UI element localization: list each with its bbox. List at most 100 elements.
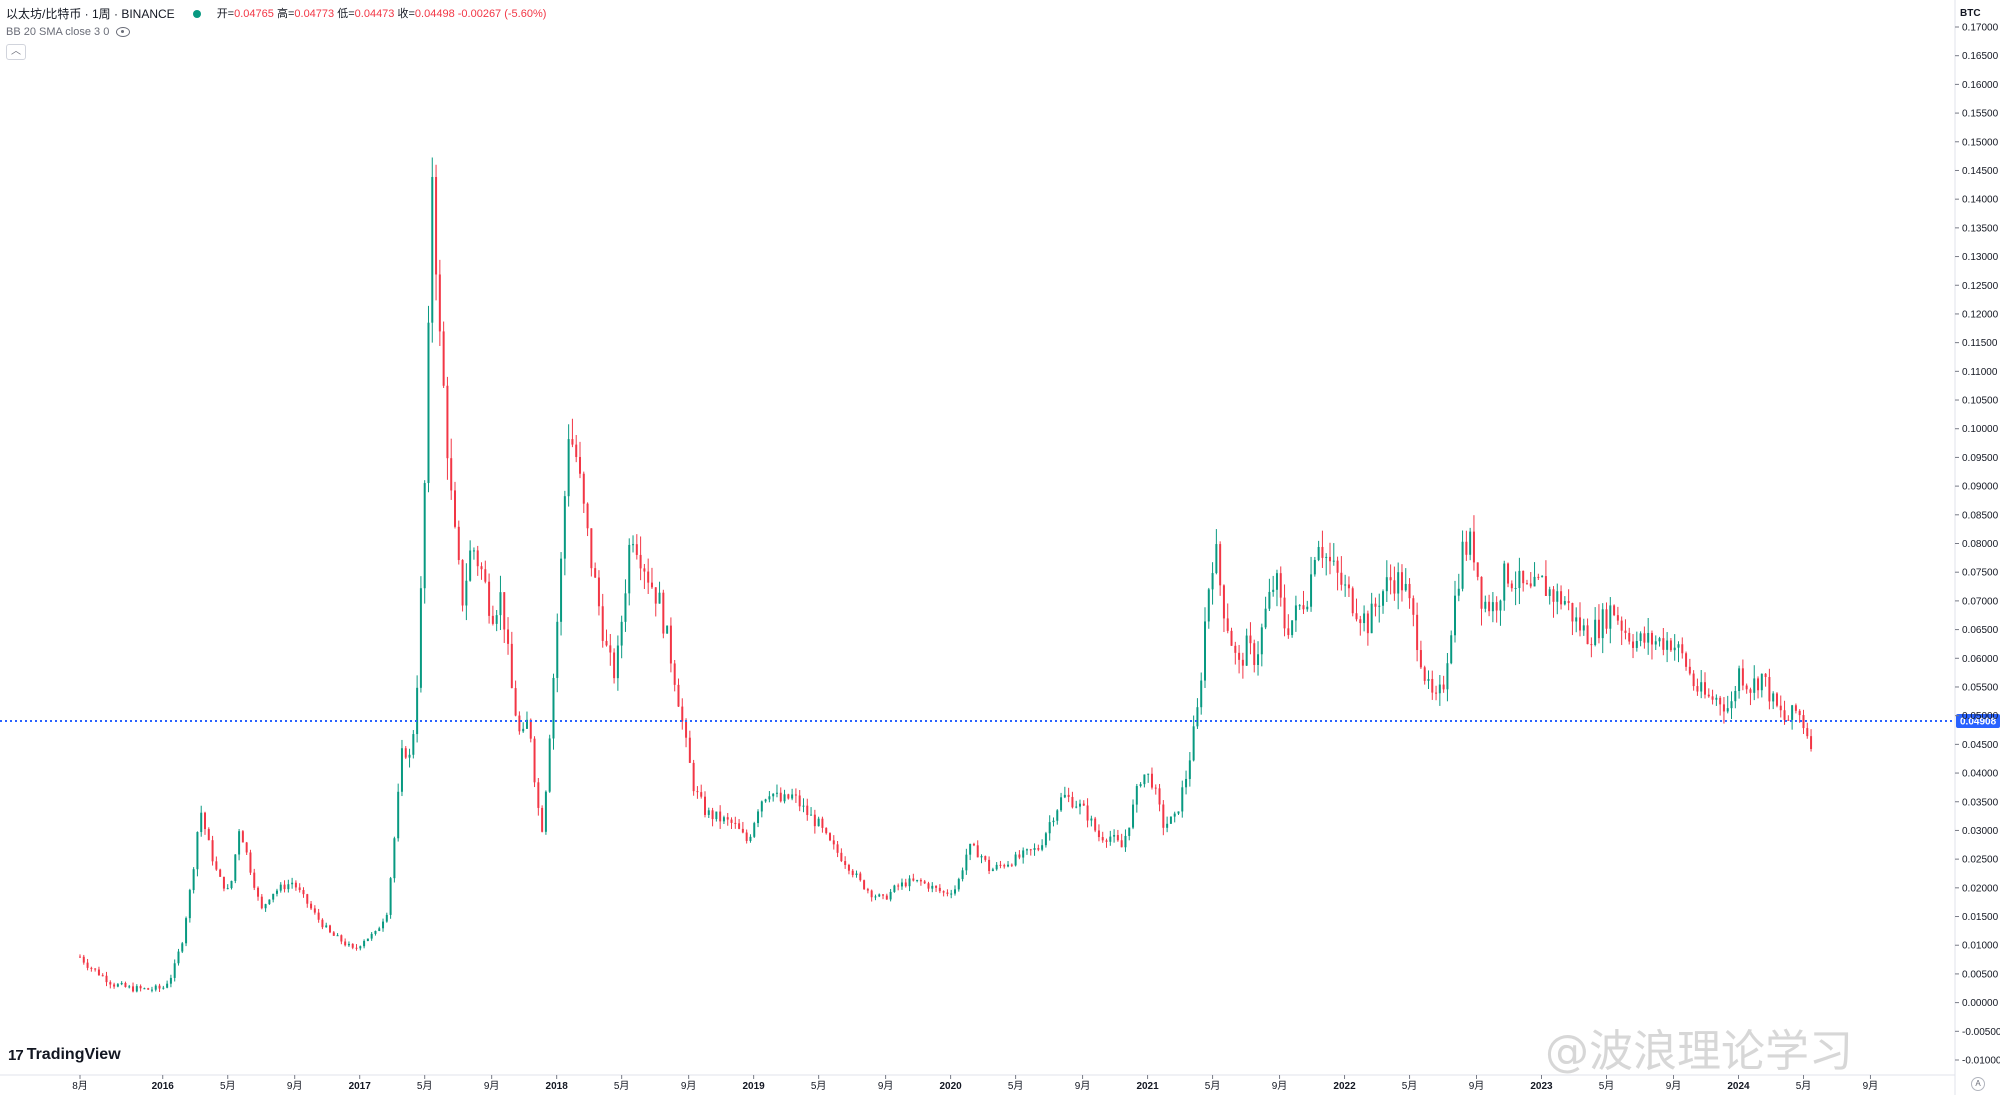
candle-body [120,982,123,985]
time-tick-label: 5月 [1599,1080,1615,1092]
candle-body [408,754,411,758]
candle-body [957,879,960,890]
candle-body [1408,583,1411,599]
candle-body [241,831,244,843]
candle-body [1783,710,1786,720]
candle-body [222,876,225,889]
eye-icon[interactable] [116,27,131,38]
price-tick-label: 0.06000 [1962,654,1999,665]
candle-body [1196,707,1199,727]
candle-body [344,941,347,946]
candle-body [499,592,502,616]
symbol-title[interactable]: 以太坊/比特币 · 1周 · BINANCE [6,7,175,21]
axis-auto-scale-button[interactable]: A [1971,1077,1985,1091]
candle-body [1105,840,1108,842]
price-tick-label: 0.12000 [1962,309,1999,320]
candle-body [1359,619,1362,624]
candle-body [813,814,816,827]
candle-body [1503,563,1506,601]
candle-body [1253,643,1256,665]
candle-body [878,894,881,897]
candle-body [359,946,362,949]
candle-body [749,836,752,841]
candle-body [537,782,540,808]
candle-body [196,832,199,870]
candle-body [1802,715,1805,729]
candle-body [321,919,324,928]
legend-collapse-button[interactable]: ︿ [6,44,26,60]
candle-body [810,814,813,816]
candle-body [673,663,676,685]
candle-body [461,560,464,606]
candle-body [450,458,453,491]
price-tick-label: -0.01000 [1962,1056,2000,1067]
candle-body [166,983,169,988]
candle-body [1378,605,1381,607]
price-tick-label: 0.02500 [1962,855,1999,866]
candle-body [1700,682,1703,692]
candle-body [249,852,252,873]
candle-body [1347,584,1350,589]
candle-body [230,880,233,889]
candle-body [518,715,521,732]
candle-body [840,852,843,862]
candle-body [988,859,991,871]
candle-body [1340,572,1343,585]
time-axis[interactable]: 8月 2016 5月 9月 2017 5月 9月 2018 5月 9月 2019 5月 9月 2020 5月… [0,1074,1955,1092]
candle-body [753,823,756,837]
candle-body [1264,608,1267,628]
candle-body [1654,641,1657,645]
candle-body [654,587,657,604]
price-tick-label: 0.04000 [1962,769,1999,780]
candle-body [419,588,422,688]
candle-body [601,606,604,641]
price-tick-label: 0.03500 [1962,797,1999,808]
candle-body [1173,813,1176,817]
candle-body [488,581,491,616]
price-axis[interactable]: 0.17000 0.16500 0.16000 0.15500 0.15000 0.145… [1954,0,2000,1095]
candle-body [904,882,907,887]
indicator-label[interactable]: BB 20 SMA close 3 0 [6,26,110,38]
time-tick-label: 9月 [681,1080,697,1092]
candle-body [287,884,290,890]
candle-body [1772,693,1775,702]
time-tick-label: 5月 [220,1080,236,1092]
candle-body [791,794,794,799]
candle-body [234,854,237,881]
candle-body [760,801,763,812]
change-value: -0.00267 (-5.60%) [457,8,547,20]
candle-body [363,940,366,947]
candle-body [1260,627,1263,655]
candle-body [1427,678,1430,681]
candle-body [882,894,885,896]
candle-body [1393,580,1396,594]
candle-body [563,496,566,559]
candle-body [211,840,214,862]
time-tick-label: 2019 [743,1081,766,1092]
candle-body [1192,726,1195,761]
candle-body [1344,584,1347,586]
candle-body [1109,836,1112,842]
candle-body [836,844,839,853]
time-tick-label: 2021 [1136,1081,1159,1092]
candle-body [1696,686,1699,692]
time-tick-label: 9月 [1075,1080,1091,1092]
candle-body [1484,601,1487,609]
candle-body [575,444,578,458]
candle-body [931,885,934,889]
indicator-row[interactable]: BB 20 SMA close 3 0 [6,24,546,40]
candle-body [1533,576,1536,587]
candle-body [1044,833,1047,846]
time-tick-label: 8月 [72,1080,88,1092]
candle-body [1794,705,1797,711]
candle-body [1279,573,1282,598]
candle-body [86,962,89,968]
tradingview-logo[interactable]: 17 TradingView [8,1046,121,1064]
candle-body [1730,701,1733,709]
candle-body [1302,605,1305,610]
candle-body [1749,689,1752,693]
time-tick-label: 9月 [1272,1080,1288,1092]
candle-body [1529,583,1532,587]
